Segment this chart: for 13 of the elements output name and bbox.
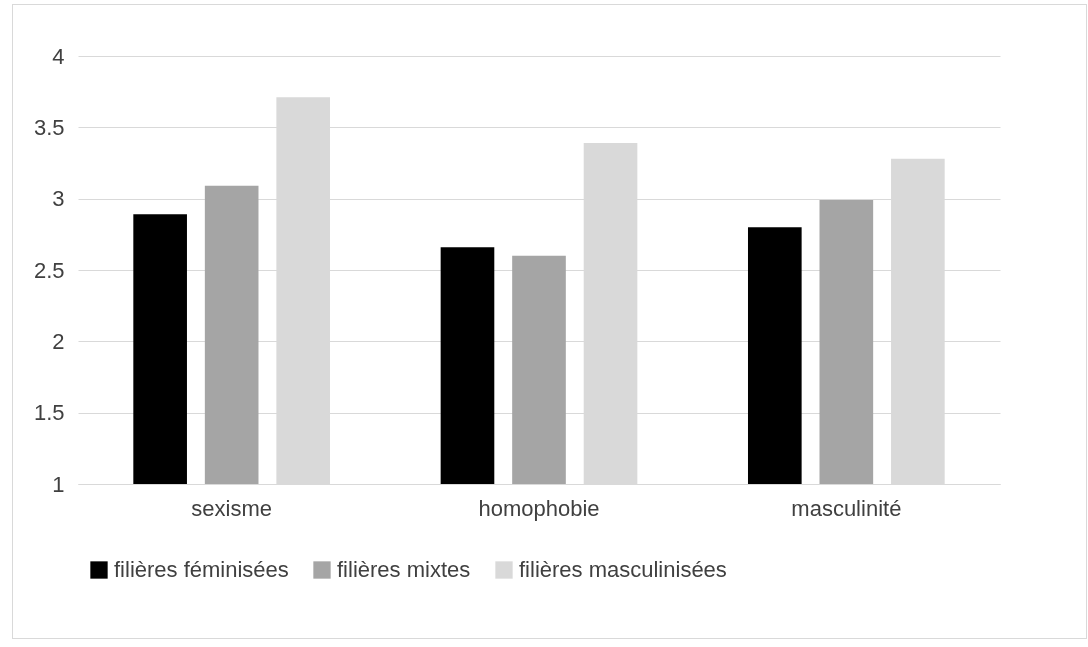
x-tick-label: sexisme bbox=[191, 495, 273, 521]
y-tick-label: 3.5 bbox=[33, 114, 65, 140]
x-tick-label: homophobie bbox=[478, 495, 600, 521]
y-tick-label: 4 bbox=[52, 43, 65, 69]
y-tick-label: 2.5 bbox=[33, 257, 65, 283]
legend-label: filières mixtes bbox=[337, 557, 471, 582]
x-tick-label: masculinité bbox=[791, 495, 902, 521]
y-tick-label: 1 bbox=[52, 471, 65, 497]
legend-label: filières féminisées bbox=[114, 557, 289, 582]
y-tick-label: 1.5 bbox=[33, 400, 65, 426]
y-tick-label: 2 bbox=[52, 328, 65, 354]
legend-label: filières masculinisées bbox=[519, 557, 727, 582]
y-tick-label: 3 bbox=[52, 186, 65, 212]
